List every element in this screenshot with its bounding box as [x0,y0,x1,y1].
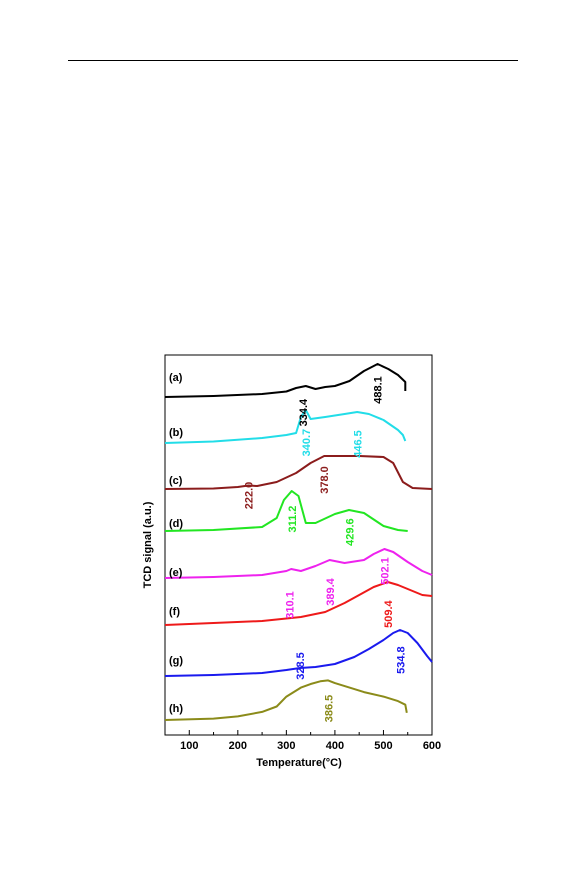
series-line-h [164,679,408,721]
peak-label-c-2: 378.0 [319,466,331,494]
x-tick-label: 600 [423,740,441,752]
panel-label-c: (c) [169,475,183,487]
peak-label-g-1: 328.5 [295,652,307,680]
x-tick-label: 300 [277,740,295,752]
y-axis-label: TCD signal (a.u.) [142,501,154,588]
panel-label-e: (e) [169,567,183,579]
panel-label-h: (h) [169,703,183,715]
series-line-f [164,581,433,626]
peak-label-d-2: 429.6 [344,518,356,546]
peak-label-h-1: 386.5 [323,695,335,723]
peak-label-f-1: 509.4 [383,599,395,627]
panel-label-a: (a) [169,372,183,384]
peak-label-c-1: 222.0 [244,482,256,510]
peak-label-g-2: 534.8 [395,646,407,674]
series-line-a [164,363,407,398]
x-tick-label: 200 [229,740,247,752]
series-line-b [164,409,407,444]
series-layer [164,363,433,721]
series-line-e [164,548,433,579]
label-layer: (a) 334.4 488.1 (b) 340.7 446.5 (c) 222.0 378.0 (… [169,372,407,722]
peak-label-b-1: 340.7 [301,429,313,457]
page-header-rule [68,60,518,61]
series-line-g [164,629,433,677]
peak-label-b-2: 446.5 [353,430,365,458]
x-tick-label: 100 [180,740,198,752]
series-line-d [164,490,408,532]
panel-label-d: (d) [169,518,183,530]
x-axis-label: Temperature(°C) [256,757,342,769]
x-tick-label: 500 [374,740,392,752]
panel-label-f: (f) [169,606,180,618]
peak-label-e-2: 389.4 [325,577,337,605]
panel-label-b: (b) [169,427,183,439]
x-tick-label: 400 [326,740,344,752]
panel-label-g: (g) [169,655,183,667]
peak-label-d-1: 311.2 [287,506,299,533]
series-line-c [164,455,433,490]
peak-label-e-3: 502.1 [380,557,392,585]
tick-layer: 100 200 300 400 500 600 [164,730,441,752]
peak-label-a-2: 488.1 [373,376,385,404]
plot-frame [164,354,433,736]
peak-label-a-1: 334.4 [298,398,310,426]
peak-label-e-1: 310.1 [284,591,296,619]
